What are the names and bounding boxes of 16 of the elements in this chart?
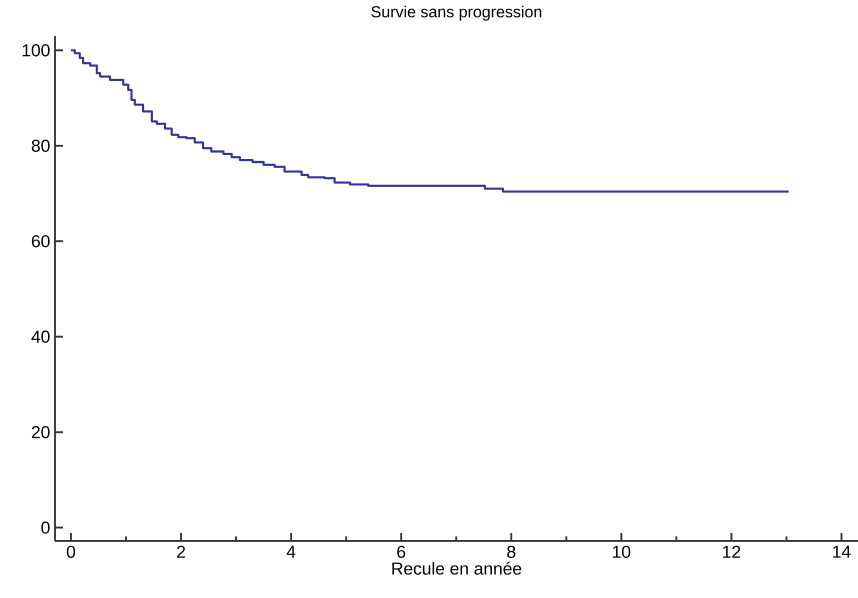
x-tick-label: 12 bbox=[723, 546, 740, 558]
x-tick-label: 4 bbox=[286, 546, 296, 558]
chart-title: Survie sans progression bbox=[371, 6, 542, 21]
y-tick-label: 100 bbox=[22, 44, 50, 56]
x-tick-label: 2 bbox=[177, 546, 185, 558]
x-tick-label: 0 bbox=[66, 546, 76, 558]
y-tick-label: 20 bbox=[32, 426, 50, 438]
y-tick-label: 80 bbox=[32, 140, 50, 152]
y-tick-label: 60 bbox=[32, 235, 50, 248]
x-tick-label: 14 bbox=[833, 546, 851, 558]
y-tick-label: 40 bbox=[31, 330, 50, 343]
x-tick-label: 10 bbox=[613, 546, 630, 558]
x-tick-label: 8 bbox=[507, 546, 516, 558]
x-tick-label: 6 bbox=[397, 546, 406, 558]
x-axis-title: Recule en année bbox=[392, 562, 522, 575]
y-tick-label: 0 bbox=[41, 521, 50, 534]
